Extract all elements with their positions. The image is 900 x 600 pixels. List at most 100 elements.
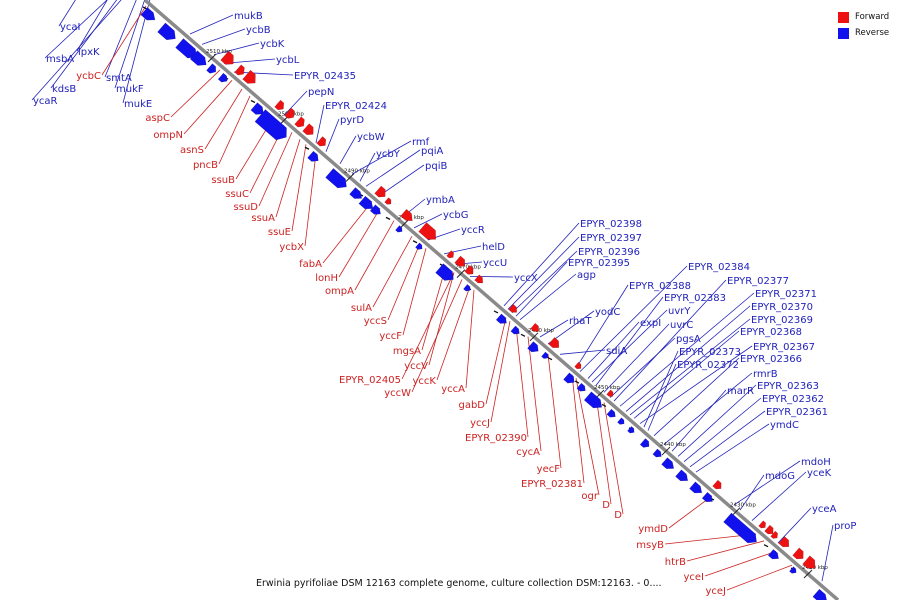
gene-label-epyr-02381: EPYR_02381	[521, 479, 583, 490]
gene-arrow	[563, 372, 575, 384]
gene-label-yccj: yccJ	[470, 418, 490, 429]
gene-label-epyr-02396: EPYR_02396	[578, 247, 640, 258]
gene-label-d: D	[614, 510, 622, 521]
label-connector	[515, 326, 529, 438]
gene-label-pepn: pepN	[308, 87, 334, 98]
gene-arrow	[778, 536, 790, 548]
forward-swatch-icon	[838, 11, 849, 23]
legend-forward-label: Forward	[855, 12, 890, 22]
label-connector	[683, 397, 762, 462]
gene-arrow	[274, 99, 285, 111]
label-connector	[469, 275, 514, 278]
tick-mark	[731, 507, 741, 517]
label-connector	[31, 0, 122, 101]
label-connector	[625, 305, 751, 412]
gene-label-pyrd: pyrD	[340, 115, 364, 126]
label-connector	[695, 423, 770, 473]
gene-arrow	[527, 341, 539, 353]
gene-label-cyca: cycA	[516, 447, 540, 458]
position-marker	[412, 240, 418, 244]
gene-label-uvrc: uvrC	[670, 320, 693, 331]
label-connector	[704, 550, 777, 577]
gene-arrow	[284, 107, 295, 119]
tick-mark	[803, 569, 813, 579]
label-connector	[595, 296, 664, 386]
gene-label-expi: expI	[640, 318, 661, 329]
gene-label-ycbc: ycbC	[76, 71, 101, 82]
label-connector	[515, 261, 568, 317]
gene-arrow	[325, 168, 347, 189]
gene-label-yodc: yodC	[595, 307, 620, 318]
gene-arrow	[474, 274, 483, 284]
gene-arrow	[307, 150, 319, 162]
label-connector	[519, 273, 577, 320]
label-connectors	[31, 0, 834, 591]
label-connector	[643, 350, 679, 428]
gene-arrow	[400, 208, 413, 222]
gene-label-yccv: yccV	[404, 361, 428, 372]
gene-arrow	[349, 187, 363, 199]
gene-arrow	[802, 555, 816, 569]
gene-arrow	[606, 389, 614, 397]
label-connector	[603, 323, 670, 393]
gene-label-epyr-02405: EPYR_02405	[339, 375, 401, 386]
gene-label-asns: asnS	[180, 145, 204, 156]
label-connector	[291, 144, 307, 232]
label-connector	[275, 139, 301, 218]
gene-arrow	[302, 123, 314, 135]
gene-label-pgsa: pgsA	[676, 334, 701, 345]
gene-arrow	[627, 426, 635, 434]
label-connector	[387, 242, 421, 321]
legend-reverse-label: Reverse	[855, 28, 890, 38]
label-connector	[421, 265, 447, 351]
gene-arrow	[764, 524, 774, 535]
label-connector	[339, 135, 357, 165]
gene-label-ssua: ssuA	[251, 213, 275, 224]
gene-arrow	[639, 438, 650, 448]
gene-label-epyr-02435: EPYR_02435	[294, 71, 356, 82]
tick-label: 2450 kbp	[594, 385, 620, 391]
tick-mark	[207, 53, 217, 63]
gene-label-yccx: yccX	[514, 273, 538, 284]
gene-label-epyr-02398: EPYR_02398	[580, 219, 642, 230]
gene-label-pqib: pqiB	[425, 161, 447, 172]
gene-arrow	[495, 313, 507, 324]
tick-mark	[595, 389, 605, 399]
position-marker	[547, 357, 553, 361]
gene-label-ssue: ssuE	[268, 227, 291, 238]
gene-arrow	[770, 530, 778, 539]
gene-label-ycbb: ycbB	[246, 25, 271, 36]
tick-label: 2510 kbp	[206, 49, 232, 55]
gene-arrow	[446, 250, 454, 259]
gene-label-rhat: rhaT	[569, 316, 592, 327]
label-connector	[104, 0, 137, 78]
gene-arrow	[463, 284, 471, 292]
gene-label-epyr-02390: EPYR_02390	[465, 433, 527, 444]
gene-arrow	[652, 448, 662, 458]
figure-caption: Erwinia pyrifoliae DSM 12163 complete ge…	[256, 578, 662, 589]
gene-label-sdia: sdiA	[606, 346, 627, 357]
gene-label-yccr: yccR	[461, 225, 485, 236]
label-connector	[44, 0, 108, 59]
gene-arrow	[242, 69, 256, 84]
label-connector	[579, 265, 688, 372]
gene-label-ssub: ssuB	[211, 175, 235, 186]
gene-label-faba: fabA	[299, 259, 322, 270]
gene-label-ycbw: ycbW	[357, 132, 385, 143]
genome-axis	[143, 0, 840, 600]
gene-arrows	[140, 7, 827, 600]
label-connector	[559, 349, 606, 355]
gene-arrow	[508, 303, 517, 313]
label-connector	[619, 292, 755, 407]
label-connector	[503, 222, 580, 307]
label-connector	[354, 220, 395, 291]
gene-arrow	[548, 337, 560, 348]
gene-arrow	[689, 481, 703, 494]
gene-label-epyr-02369: EPYR_02369	[751, 315, 813, 326]
legend: Forward Reverse	[838, 9, 889, 41]
gene-arrow	[530, 323, 539, 332]
gene-label-kdsb: kdsB	[52, 84, 76, 95]
tick-label: 2420 kbp	[802, 565, 828, 571]
label-connector	[777, 507, 812, 544]
